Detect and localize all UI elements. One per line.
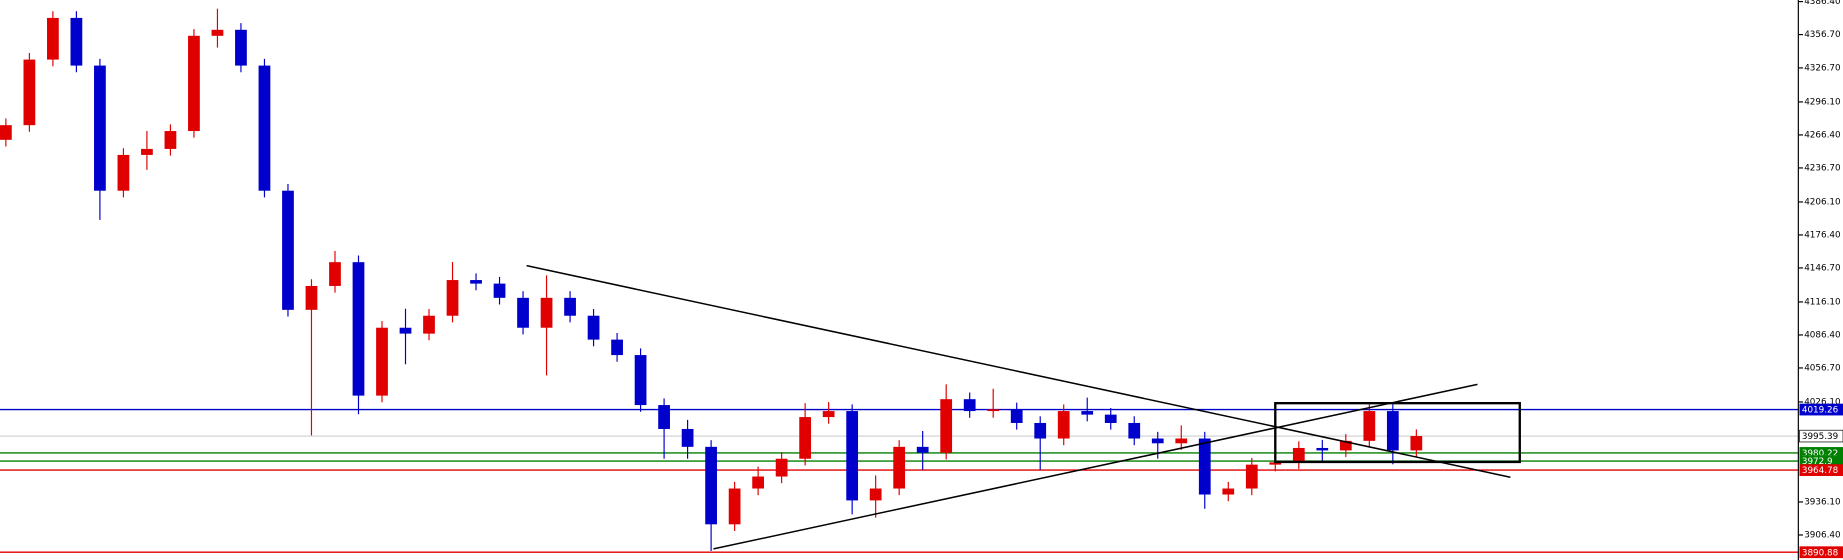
price-label-box [1799, 464, 1843, 476]
price-label: 4019.26 [1802, 406, 1839, 416]
candle-body [329, 262, 341, 286]
candle-body [681, 428, 694, 447]
candle-body [1010, 409, 1023, 423]
price-label: 3972.9 [1802, 457, 1833, 467]
y-tick-label: 4266.40 [1804, 130, 1841, 140]
candle-body [705, 446, 717, 525]
candle-body [164, 131, 177, 149]
candle-body [658, 405, 670, 429]
candle-body [775, 458, 788, 477]
trend-line [713, 383, 1478, 550]
candle-body [1316, 447, 1329, 451]
y-tick-label: 4206.10 [1804, 197, 1841, 207]
candle-body [799, 417, 812, 459]
y-tick-label: 4386.40 [1804, 0, 1841, 7]
candles [0, 8, 1423, 551]
candle-body [352, 262, 365, 396]
candle-body [493, 283, 506, 298]
candle-body [1128, 422, 1141, 439]
y-tick-label: 3906.40 [1804, 530, 1841, 540]
box [1274, 402, 1521, 464]
candle-body [94, 65, 106, 191]
candle-body [1034, 422, 1047, 439]
candle-body [1339, 440, 1352, 451]
candle-body [282, 190, 294, 310]
y-tick-label: 3936.10 [1804, 497, 1841, 507]
price-label-box [1799, 455, 1843, 467]
candle-body [963, 399, 976, 412]
candle-body [752, 476, 764, 489]
price-label: 3995.39 [1802, 432, 1838, 442]
y-tick-label: 4296.10 [1804, 97, 1841, 107]
price-label-box [1799, 546, 1843, 559]
candle-body [1292, 447, 1305, 463]
candle-body [258, 65, 271, 191]
candle-body [540, 297, 553, 328]
candle-body [893, 446, 906, 489]
candle-body [446, 280, 459, 316]
candle-body [1363, 411, 1376, 441]
y-tick-label: 4026.10 [1804, 397, 1841, 407]
candle-body [23, 59, 36, 126]
candle-body [611, 339, 623, 356]
candle-body [305, 285, 318, 310]
candle-body [70, 17, 83, 66]
drawings [526, 264, 1521, 550]
y-axis-labels: 4386.40 4356.70 4326.70 4296.10 4266.40 4236.… [1798, 0, 1841, 540]
candle-body [1104, 414, 1117, 423]
candle-body [846, 411, 859, 501]
candle-body [47, 17, 59, 60]
trend-line [526, 264, 1511, 478]
y-tick-label: 4086.40 [1804, 330, 1841, 340]
candle-body [1245, 464, 1258, 489]
y-tick-label: 4356.70 [1804, 30, 1841, 40]
y-tick-label: 4056.70 [1804, 363, 1841, 373]
candle-body [470, 280, 482, 284]
candle-body [987, 409, 1000, 412]
candle-body [0, 125, 12, 140]
y-tick-label: 4146.70 [1804, 263, 1841, 273]
price-label: 3980.22 [1802, 449, 1838, 459]
candle-body [141, 148, 153, 155]
candle-body [1081, 411, 1094, 415]
candle-body [188, 35, 200, 132]
candle-body [211, 29, 224, 36]
price-label-box [1799, 429, 1843, 443]
candle-body [1057, 411, 1070, 439]
candle-body [1151, 438, 1164, 444]
candle-body [634, 355, 647, 406]
candle-body [399, 327, 412, 334]
price-label: 3890.88 [1802, 548, 1838, 558]
candle-body [1269, 462, 1282, 465]
candle-body [728, 488, 741, 525]
candle-body [1175, 438, 1188, 444]
y-tick-label: 4236.70 [1804, 163, 1841, 173]
candle-body [376, 327, 388, 396]
y-tick-label: 4176.40 [1804, 230, 1841, 240]
price-label-box [1799, 403, 1843, 416]
candle-body [1386, 411, 1399, 451]
candle-body [1410, 436, 1423, 451]
candle-body [423, 315, 435, 334]
candle-body [916, 446, 929, 453]
candle-body [940, 399, 953, 453]
candle-body [587, 315, 600, 340]
y-tick-label: 4116.10 [1804, 297, 1841, 307]
candle-body [822, 411, 835, 418]
candle-body [1198, 438, 1211, 495]
candle-body [564, 297, 576, 316]
price-label: 3964.78 [1802, 466, 1838, 476]
candle-body [235, 29, 247, 66]
candle-body [869, 488, 882, 501]
y-tick-label: 4326.70 [1804, 63, 1841, 73]
candle-body [1222, 488, 1235, 495]
price-label-box [1799, 447, 1843, 459]
candle-body [517, 297, 529, 328]
candle-body [117, 154, 130, 191]
